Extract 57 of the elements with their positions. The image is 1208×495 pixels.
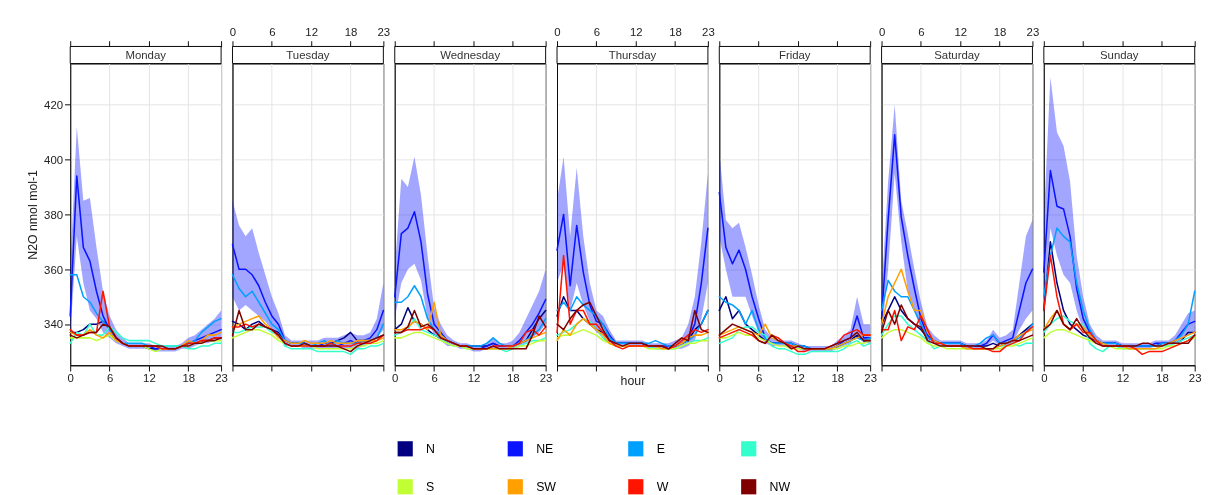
x-axis-title: hour bbox=[620, 374, 646, 389]
x-tick-label: 12 bbox=[792, 371, 805, 384]
x-tick-label: 18 bbox=[182, 371, 196, 384]
x-tick-label: 23 bbox=[864, 371, 877, 384]
x-tick-label: 23 bbox=[377, 26, 391, 39]
x-tick-label: 18 bbox=[993, 26, 1007, 39]
chart-title: Saturday bbox=[934, 48, 981, 61]
x-tick-label: 18 bbox=[669, 26, 682, 39]
y-tick-label: 380 bbox=[44, 208, 64, 221]
x-tick-label: 0 bbox=[878, 26, 886, 39]
x-tick-label: 12 bbox=[143, 371, 156, 384]
x-tick-label: 6 bbox=[269, 26, 276, 39]
x-tick-label: 12 bbox=[467, 371, 481, 384]
x-tick-label: 0 bbox=[67, 371, 74, 384]
x-tick-label: 18 bbox=[1156, 371, 1169, 384]
x-tick-label: 12 bbox=[954, 26, 968, 39]
x-tick-label: 23 bbox=[702, 26, 715, 39]
chart-title: Tuesday bbox=[286, 48, 330, 61]
x-tick-label: 12 bbox=[305, 26, 319, 39]
legend-label: NE bbox=[536, 441, 554, 456]
x-tick-label: 6 bbox=[593, 26, 601, 39]
x-tick-label: 6 bbox=[918, 26, 925, 39]
x-tick-label: 6 bbox=[1080, 371, 1087, 384]
x-tick-label: 18 bbox=[831, 371, 845, 384]
y-tick-label: 340 bbox=[44, 318, 64, 331]
x-tick-label: 6 bbox=[755, 371, 763, 384]
x-tick-label: 0 bbox=[716, 371, 723, 384]
y-tick-label: 420 bbox=[44, 98, 64, 111]
legend-label: SE bbox=[769, 441, 787, 456]
legend-label: E bbox=[656, 441, 665, 456]
legend-label: NW bbox=[769, 479, 791, 494]
x-tick-label: 23 bbox=[539, 371, 553, 384]
x-tick-label: 23 bbox=[1026, 26, 1040, 39]
x-tick-label: 23 bbox=[215, 371, 228, 384]
y-axis-title: N2O nmol mol-1 bbox=[26, 169, 41, 260]
chart-title: Friday bbox=[778, 48, 811, 61]
x-tick-label: 18 bbox=[344, 26, 358, 39]
x-tick-label: 0 bbox=[392, 371, 399, 384]
x-tick-label: 12 bbox=[1116, 371, 1130, 384]
legend-label: W bbox=[656, 479, 669, 494]
chart-title: Wednesday bbox=[440, 48, 501, 61]
legend-label: S bbox=[426, 479, 435, 494]
chart-title: Sunday bbox=[1099, 48, 1139, 61]
x-tick-label: 0 bbox=[229, 26, 237, 39]
x-tick-label: 23 bbox=[1188, 371, 1202, 384]
x-tick-label: 0 bbox=[554, 26, 561, 39]
chart-title: Thursday bbox=[608, 48, 657, 61]
x-tick-label: 12 bbox=[629, 26, 643, 39]
x-tick-label: 6 bbox=[431, 371, 438, 384]
legend-label: N bbox=[426, 441, 435, 456]
chart-title: Monday bbox=[125, 48, 167, 61]
x-tick-label: 6 bbox=[106, 371, 114, 384]
y-tick-label: 360 bbox=[44, 263, 64, 276]
x-tick-label: 0 bbox=[1041, 371, 1048, 384]
x-tick-label: 18 bbox=[506, 371, 520, 384]
y-tick-label: 400 bbox=[44, 153, 64, 166]
legend-label: SW bbox=[536, 479, 557, 494]
